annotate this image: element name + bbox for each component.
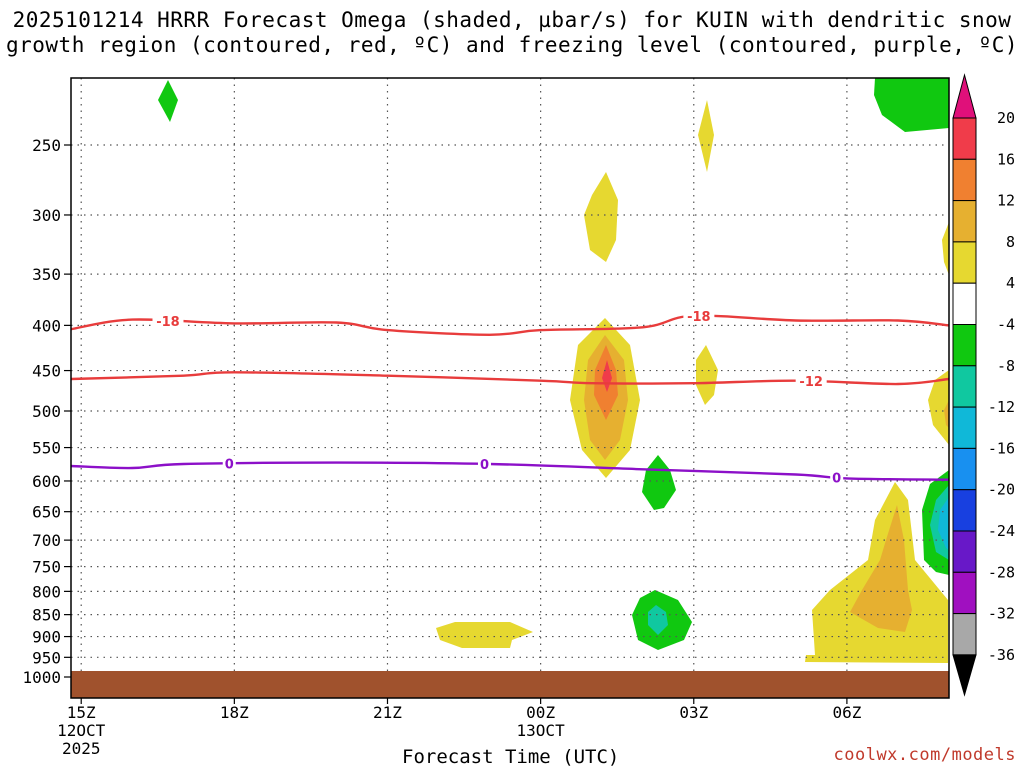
y-tick-label-700: 700 [32, 531, 61, 550]
contour-label-bg-0-1 [683, 307, 715, 324]
chart-title-line1: 2025101214 HRRR Forecast Omega (shaded, … [12, 8, 1012, 32]
contour-label-bg-2-2 [830, 469, 844, 486]
temperature-contours: -18 -18 -12 0 0 0 [71, 307, 949, 487]
contour-label-bg-0-0 [152, 312, 184, 329]
contour-line-0 [71, 314, 949, 337]
x-tick-year-0: 2025 [62, 739, 101, 758]
colorbar-swatch-11 [952, 571, 977, 615]
contour-label-0-0: -18 [156, 315, 180, 330]
contour-label-bg-2-0 [222, 455, 236, 472]
chart-title: 2025101214 HRRR Forecast Omega (shaded, … [0, 8, 1024, 58]
contour-label-1-0: -12 [799, 375, 823, 390]
colorbar-swatch-12 [952, 613, 977, 656]
y-tick-label-550: 550 [32, 439, 61, 458]
contour-label-bg-2-1 [477, 455, 491, 472]
y-tick-label-600: 600 [32, 472, 61, 491]
colorbar-swatch-4 [952, 282, 977, 326]
colorbar-swatch-7 [952, 406, 977, 449]
y-tick-label-950: 950 [32, 648, 61, 667]
colorbar-swatch-6 [952, 365, 977, 408]
contour-line-2 [71, 461, 949, 481]
y-tick-label-500: 500 [32, 402, 61, 421]
x-tick-label-3: 00Z [526, 703, 555, 722]
x-tick-label-2: 21Z [373, 703, 402, 722]
colorbar-label-6: -8 [997, 357, 1015, 375]
x-tick-label-5: 06Z [832, 703, 861, 722]
y-tick-label-400: 400 [32, 316, 61, 335]
contour-label-2-0: 0 [225, 458, 234, 473]
contour-label-2-1: 0 [480, 458, 489, 473]
y-tick-label-650: 650 [32, 503, 61, 522]
y-tick-label-350: 350 [32, 265, 61, 284]
omega-region-10-layer-0 [874, 78, 949, 132]
omega-region-8-layer-1 [850, 505, 912, 632]
colorbar-label-11: -28 [988, 563, 1015, 581]
colorbar-label-10: -24 [988, 522, 1015, 540]
colorbar-label-3: 8 [1006, 233, 1015, 251]
colorbar-swatch-0 [952, 117, 977, 160]
omega-region-9-layer-2 [938, 497, 949, 550]
y-tick-label-850: 850 [32, 606, 61, 625]
omega-region-6-layer-1 [648, 605, 668, 635]
x-tick-label-0: 15Z [67, 703, 96, 722]
omega-region-2-layer-0 [584, 172, 618, 262]
colorbar-swatch-5 [952, 324, 977, 367]
x-tick-date-0: 12OCT [57, 721, 106, 740]
colorbar-label-13: -36 [988, 646, 1015, 664]
colorbar-label-4: 4 [1006, 274, 1015, 292]
colorbar-swatch-2 [952, 200, 977, 243]
y-tick-label-250: 250 [32, 136, 61, 155]
omega-region-0-layer-0 [158, 80, 178, 122]
y-tick-label-450: 450 [32, 362, 61, 381]
x-tick-label-4: 03Z [679, 703, 708, 722]
contour-label-0-1: -18 [687, 310, 711, 325]
colorbar-label-1: 16 [997, 150, 1015, 168]
colorbar-swatch-8 [952, 447, 977, 491]
colorbar-bottom-arrow [952, 654, 977, 697]
plot-frame [70, 77, 950, 699]
y-tick-label-800: 800 [32, 582, 61, 601]
credit-text: coolwx.com/models [833, 745, 1016, 765]
contour-label-bg-1-0 [795, 373, 827, 390]
contour-label-2-2: 0 [832, 472, 841, 487]
colorbar: 20 16 12 8 4 -4 -8 -12 -16 -20 -24 -28 -32 -36 [952, 73, 1015, 697]
ground-layer [71, 671, 949, 698]
colorbar-swatch-1 [952, 158, 977, 202]
omega-edge-region-2 [944, 400, 949, 428]
colorbar-swatch-3 [952, 241, 977, 284]
y-tick-label-900: 900 [32, 628, 61, 647]
colorbar-label-2: 12 [997, 192, 1015, 210]
x-tick-label-1: 18Z [220, 703, 249, 722]
colorbar-label-12: -32 [988, 605, 1015, 623]
omega-edge-region-0 [942, 222, 949, 275]
colorbar-label-0: 20 [997, 109, 1015, 127]
colorbar-swatch-10 [952, 530, 977, 573]
omega-shading [158, 78, 949, 663]
colorbar-label-5: -4 [997, 316, 1015, 334]
y-tick-label-750: 750 [32, 558, 61, 577]
colorbar-label-7: -12 [988, 398, 1015, 416]
colorbar-label-8: -16 [988, 439, 1015, 457]
colorbar-top-arrow [952, 73, 977, 119]
omega-region-7-layer-0 [436, 622, 533, 648]
omega-region-1-layer-0 [698, 100, 714, 172]
colorbar-swatch-9 [952, 489, 977, 532]
y-tick-label-300: 300 [32, 206, 61, 225]
x-tick-date-3: 13OCT [517, 721, 566, 740]
omega-region-4-layer-0 [696, 345, 718, 405]
omega-edge-region-1 [928, 370, 949, 445]
colorbar-label-9: -20 [988, 481, 1015, 499]
x-axis-label: Forecast Time (UTC) [402, 746, 620, 768]
chart-title-line2: growth region (contoured, red, ºC) and f… [5, 33, 1019, 57]
y-axis: 250 300 350 400 450 500 550 600 650 700 750 800 850 9… [22, 136, 71, 687]
y-tick-label-1000: 1000 [22, 668, 61, 687]
